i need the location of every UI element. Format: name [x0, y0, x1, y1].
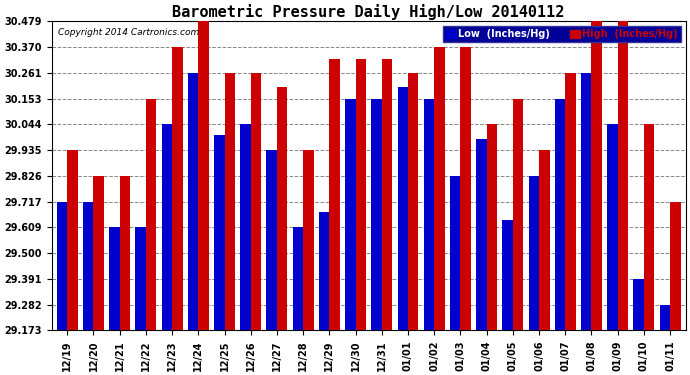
Bar	[119, 176, 130, 330]
Bar	[198, 21, 209, 330]
Bar	[214, 135, 224, 330]
Bar	[277, 87, 288, 330]
Bar	[424, 99, 434, 330]
Bar	[660, 304, 670, 330]
Bar	[397, 87, 408, 330]
Bar	[240, 124, 250, 330]
Text: Copyright 2014 Cartronics.com: Copyright 2014 Cartronics.com	[58, 27, 199, 36]
Bar	[450, 176, 460, 330]
Bar	[382, 59, 392, 330]
Bar	[57, 202, 67, 330]
Bar	[513, 99, 523, 330]
Bar	[486, 124, 497, 330]
Bar	[644, 124, 654, 330]
Bar	[135, 227, 146, 330]
Bar	[539, 150, 549, 330]
Bar	[83, 202, 93, 330]
Legend: Low  (Inches/Hg), High  (Inches/Hg): Low (Inches/Hg), High (Inches/Hg)	[443, 26, 681, 42]
Bar	[502, 220, 513, 330]
Bar	[476, 140, 486, 330]
Bar	[250, 73, 262, 330]
Bar	[319, 212, 329, 330]
Bar	[67, 150, 78, 330]
Bar	[371, 99, 382, 330]
Bar	[293, 227, 303, 330]
Bar	[93, 176, 104, 330]
Bar	[408, 73, 418, 330]
Bar	[266, 150, 277, 330]
Bar	[172, 47, 183, 330]
Bar	[670, 202, 680, 330]
Bar	[329, 59, 340, 330]
Bar	[529, 176, 539, 330]
Bar	[607, 124, 618, 330]
Bar	[460, 47, 471, 330]
Bar	[618, 21, 628, 330]
Bar	[565, 73, 575, 330]
Bar	[591, 21, 602, 330]
Bar	[224, 73, 235, 330]
Bar	[633, 279, 644, 330]
Bar	[109, 227, 119, 330]
Bar	[303, 150, 314, 330]
Title: Barometric Pressure Daily High/Low 20140112: Barometric Pressure Daily High/Low 20140…	[172, 4, 565, 20]
Bar	[161, 124, 172, 330]
Bar	[581, 73, 591, 330]
Bar	[434, 47, 444, 330]
Bar	[555, 99, 565, 330]
Bar	[188, 73, 198, 330]
Bar	[355, 59, 366, 330]
Bar	[345, 99, 355, 330]
Bar	[146, 99, 157, 330]
